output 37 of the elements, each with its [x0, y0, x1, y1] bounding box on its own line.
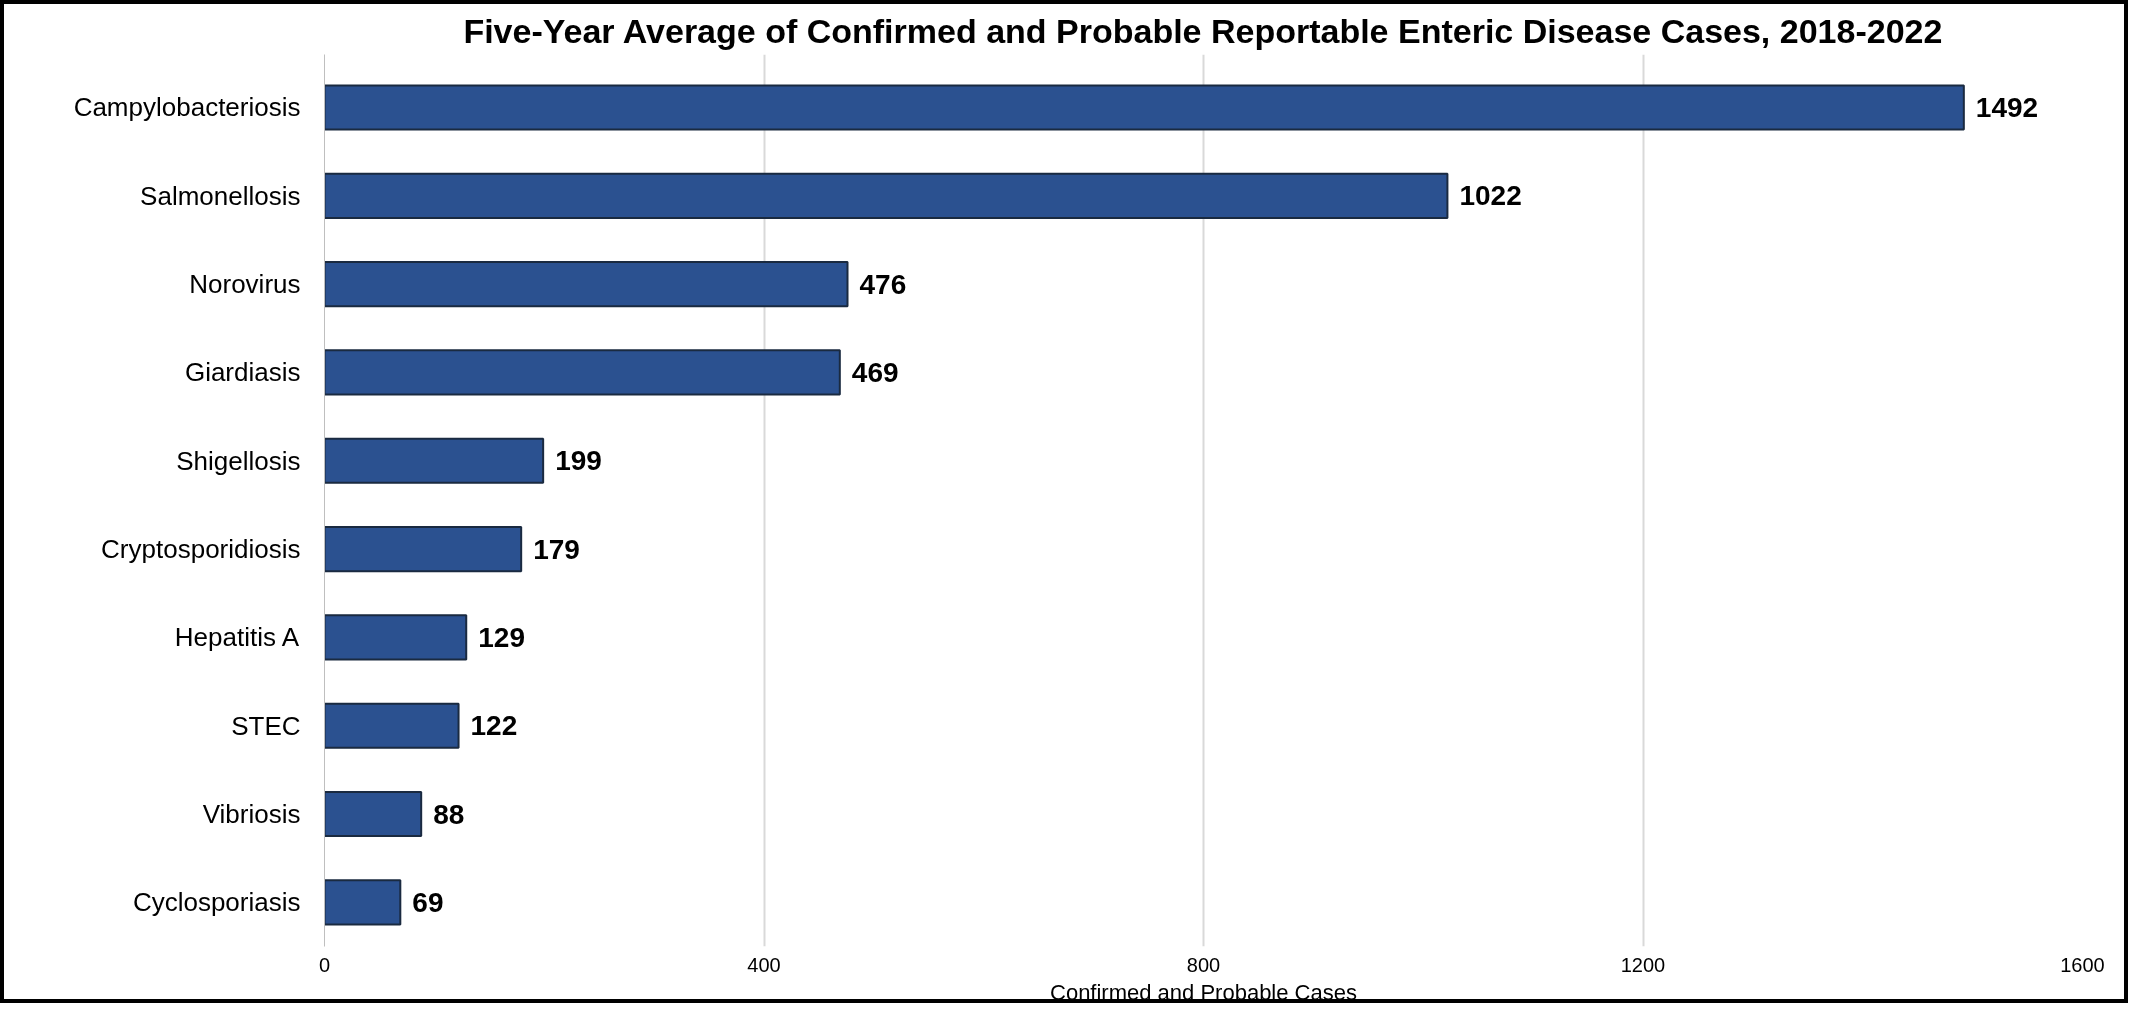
y-tick-label: Campylobacteriosis [73, 92, 301, 123]
data-label: 469 [851, 356, 899, 388]
data-label: 122 [470, 710, 518, 742]
bar [324, 261, 849, 308]
data-label: 1492 [1975, 91, 2039, 123]
y-tick-label: Hepatitis A [174, 622, 300, 653]
bar [324, 790, 423, 838]
x-tick-label: 400 [747, 953, 781, 976]
bar [324, 702, 460, 749]
bar [324, 526, 523, 573]
x-axis-title: Confirmed and Probable Cases [1050, 979, 1357, 1005]
bar [324, 879, 402, 926]
x-tick-label: 0 [318, 953, 331, 976]
data-label: 199 [555, 445, 602, 477]
bar [324, 172, 1449, 219]
y-tick-label: Vibriosis [202, 799, 301, 830]
bar [324, 84, 1965, 131]
x-tick-label: 800 [1186, 953, 1221, 976]
chart-title: Five-Year Average of Confirmed and Probable Reportable Enteric Disease Cases, 2018-2022 [463, 11, 1943, 50]
bar [324, 437, 545, 484]
x-tick-label: 1200 [1620, 953, 1666, 976]
data-label: 1022 [1459, 180, 1522, 212]
y-tick-label: STEC [231, 710, 301, 741]
bar [324, 614, 468, 661]
data-label: 69 [412, 886, 444, 918]
data-label: 88 [433, 798, 465, 830]
data-label: 179 [533, 533, 580, 565]
data-label: 476 [859, 268, 907, 300]
y-tick-label: Cyclosporiasis [132, 887, 301, 918]
y-tick-label: Norovirus [189, 269, 301, 300]
y-tick-label: Salmonellosis [140, 180, 301, 211]
data-label: 129 [478, 621, 525, 653]
y-tick-label: Shigellosis [176, 445, 301, 476]
x-tick-label: 1600 [2060, 953, 2105, 976]
y-tick-label: Giardiasis [184, 357, 301, 388]
bar [324, 349, 841, 396]
y-tick-label: Cryptosporidiosis [101, 534, 301, 565]
